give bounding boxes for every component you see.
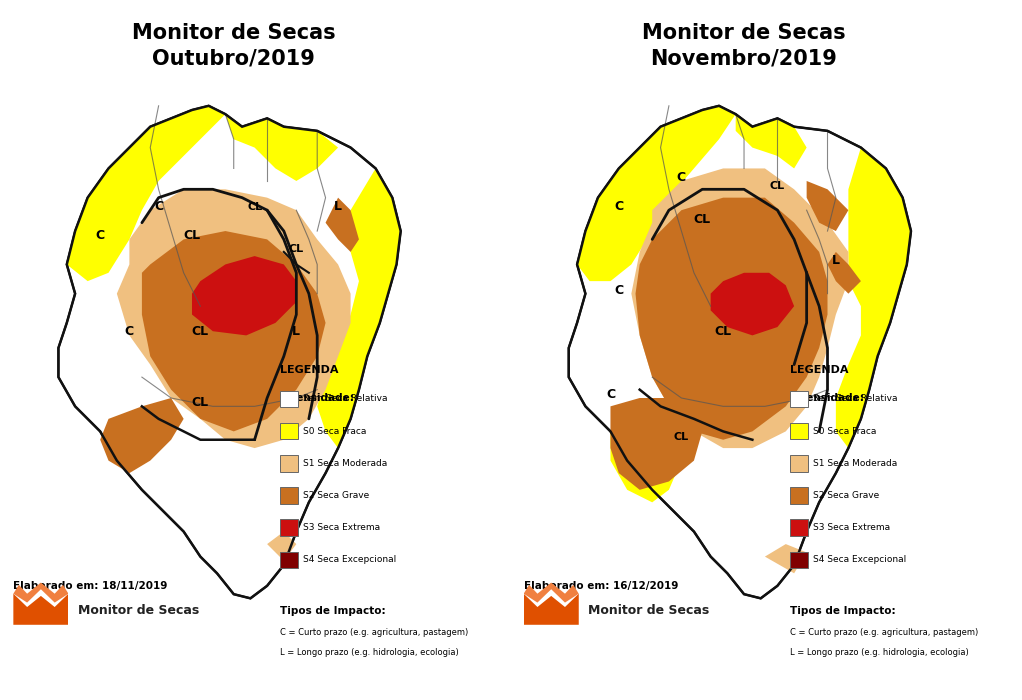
Text: S2 Seca Grave: S2 Seca Grave [303,491,369,500]
Polygon shape [226,114,338,181]
Bar [280,552,298,568]
Text: Monitor de Secas: Monitor de Secas [588,604,709,617]
Text: C: C [614,284,623,297]
Text: C: C [96,230,104,242]
Text: C: C [677,171,686,184]
Bar [280,519,298,536]
Text: S4 Seca Excepcional: S4 Seca Excepcional [303,555,396,564]
Text: L = Longo prazo (e.g. hidrologia, ecologia): L = Longo prazo (e.g. hidrologia, ecolog… [280,648,459,657]
Text: C: C [606,388,615,401]
Bar [280,487,298,504]
Polygon shape [267,531,296,561]
Text: S1 Seca Moderada: S1 Seca Moderada [812,458,897,468]
Text: Tipos de Impacto:: Tipos de Impacto: [790,606,895,616]
Bar [280,423,298,440]
Text: CL: CL [192,396,208,410]
Text: CL: CL [289,244,304,254]
Text: S1 Seca Moderada: S1 Seca Moderada [303,458,387,468]
Text: L: L [292,326,300,338]
Polygon shape [610,419,682,503]
Text: C = Curto prazo (e.g. agricultura, pastagem): C = Curto prazo (e.g. agricultura, pasta… [790,628,978,637]
Polygon shape [58,106,401,598]
Polygon shape [326,197,359,252]
Text: Tipos de Impacto:: Tipos de Impacto: [280,606,385,616]
Polygon shape [806,181,848,231]
Bar [790,487,808,504]
Text: CL: CL [183,230,200,242]
Title: Monitor de Secas
Outubro/2019: Monitor de Secas Outubro/2019 [132,23,335,68]
Bar [790,455,808,472]
Polygon shape [192,256,296,335]
Text: Elaborado em: 18/11/2019: Elaborado em: 18/11/2019 [13,581,168,591]
Text: LEGENDA: LEGENDA [790,365,848,375]
Bar [790,519,808,536]
Text: S0 Seca Fraca: S0 Seca Fraca [812,426,876,435]
Polygon shape [710,273,794,335]
Text: C: C [125,326,134,338]
Text: CL: CL [247,202,263,212]
Text: CL: CL [714,326,732,338]
Polygon shape [568,106,911,598]
Text: Intensidade:: Intensidade: [790,393,864,403]
Bar [280,455,298,472]
Text: L: L [334,200,342,214]
Text: CL: CL [770,181,785,191]
Text: LEGENDA: LEGENDA [280,365,338,375]
Polygon shape [632,169,848,448]
Polygon shape [736,114,806,169]
Text: C: C [154,200,164,214]
Text: S0 Seca Fraca: S0 Seca Fraca [303,426,366,435]
Title: Monitor de Secas
Novembro/2019: Monitor de Secas Novembro/2019 [642,23,846,68]
Text: L: L [832,254,840,267]
Text: Sem Seca Relativa: Sem Seca Relativa [303,394,387,403]
Polygon shape [66,106,226,281]
Text: Intensidade:: Intensidade: [280,393,354,403]
Polygon shape [828,252,861,294]
Text: S4 Seca Excepcional: S4 Seca Excepcional [812,555,907,564]
Polygon shape [142,231,326,431]
Text: S3 Seca Extrema: S3 Seca Extrema [812,523,890,532]
Text: Sem Seca Relativa: Sem Seca Relativa [812,394,897,403]
Text: CL: CL [673,432,689,442]
Bar [280,391,298,407]
Text: S2 Seca Grave: S2 Seca Grave [812,491,879,500]
Polygon shape [117,189,351,448]
Text: CL: CL [192,326,208,338]
Polygon shape [577,106,736,281]
Polygon shape [836,148,911,448]
Polygon shape [610,398,702,490]
Polygon shape [764,544,806,573]
Text: Monitor de Secas: Monitor de Secas [78,604,199,617]
Bar [790,423,808,440]
Polygon shape [317,169,401,448]
Bar [790,552,808,568]
Text: S3 Seca Extrema: S3 Seca Extrema [303,523,380,532]
Text: CL: CL [694,213,711,225]
Text: C: C [614,200,623,214]
Text: C = Curto prazo (e.g. agricultura, pastagem): C = Curto prazo (e.g. agricultura, pasta… [280,628,468,637]
Polygon shape [636,197,828,440]
Text: Elaborado em: 16/12/2019: Elaborado em: 16/12/2019 [523,581,678,591]
Text: L = Longo prazo (e.g. hidrologia, ecologia): L = Longo prazo (e.g. hidrologia, ecolog… [790,648,969,657]
Bar [790,391,808,407]
Polygon shape [100,398,184,473]
